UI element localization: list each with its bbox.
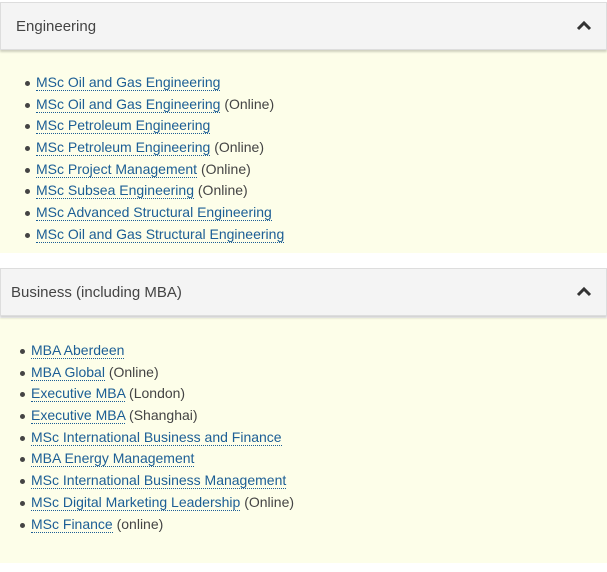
course-link[interactable]: MBA Energy Management [31,450,195,468]
course-link[interactable]: MSc Petroleum Engineering [36,139,211,157]
list-item: MSc Oil and Gas Engineering (Online) [0,94,607,116]
accordion-business: Business (including MBA) MBA Aberdeen MBA… [0,268,607,563]
list-item: MBA Global (Online) [0,362,607,384]
list-item: MSc Oil and Gas Structural Engineering [0,224,607,246]
course-link[interactable]: Executive MBA [31,385,126,403]
course-mode: (London) [125,385,186,402]
accordion-body-business: MBA Aberdeen MBA Global (Online) Executive… [0,318,607,563]
course-mode: (Online) [240,493,295,510]
course-mode: (online) [112,515,164,532]
accordion-title: Business (including MBA) [11,283,182,301]
course-link[interactable]: MSc Oil and Gas Engineering [36,95,221,113]
course-mode: (Online) [197,160,251,177]
course-link[interactable]: MSc Project Management [36,160,198,178]
accordion-engineering: Engineering MSc Oil and Gas Engineering M… [0,2,607,253]
list-item: MSc Oil and Gas Engineering [0,72,607,94]
course-link[interactable]: MSc Digital Marketing Leadership [31,493,241,511]
list-item: Executive MBA (Shanghai) [0,405,607,427]
list-item: Executive MBA (London) [0,383,607,405]
list-item: MSc Digital Marketing Leadership (Online… [0,492,607,514]
course-link[interactable]: MSc Oil and Gas Engineering [36,74,221,91]
course-mode: (Online) [104,363,159,380]
course-link[interactable]: MSc Oil and Gas Structural Engineering [36,225,285,243]
list-item: MSc Advanced Structural Engineering [0,202,607,224]
course-link[interactable]: Executive MBA [31,407,126,425]
list-item: MSc Project Management (Online) [0,159,607,181]
course-link[interactable]: MSc Advanced Structural Engineering [36,204,272,222]
course-link[interactable]: MBA Aberdeen [31,342,125,359]
accordion-header-business[interactable]: Business (including MBA) [0,268,607,316]
course-mode: (Online) [220,95,275,112]
course-mode: (Shanghai) [125,407,198,424]
list-item: MSc Finance (online) [0,514,607,536]
list-item: MSc Subsea Engineering (Online) [0,180,607,202]
course-link[interactable]: MSc Subsea Engineering [36,182,194,200]
chevron-up-icon[interactable] [576,19,592,31]
course-mode: (Online) [194,182,248,199]
course-link[interactable]: MBA Global [31,363,105,381]
course-link[interactable]: MSc International Business and Finance [31,428,282,446]
chevron-up-icon[interactable] [576,285,592,297]
course-mode: (Online) [210,139,264,156]
course-link[interactable]: MSc Finance [31,515,113,533]
accordion-body-engineering: MSc Oil and Gas Engineering MSc Oil and G… [0,50,607,253]
list-item: MSc Petroleum Engineering [0,115,607,137]
course-link[interactable]: MSc International Business Management [31,472,287,490]
list-item: MBA Energy Management [0,448,607,470]
list-item: MSc Petroleum Engineering (Online) [0,137,607,159]
accordion-header-engineering[interactable]: Engineering [0,2,607,50]
list-item: MBA Aberdeen [0,340,607,362]
list-item: MSc International Business Management [0,470,607,492]
course-link[interactable]: MSc Petroleum Engineering [36,117,211,135]
list-item: MSc International Business and Finance [0,427,607,449]
accordion-title: Engineering [16,17,97,35]
